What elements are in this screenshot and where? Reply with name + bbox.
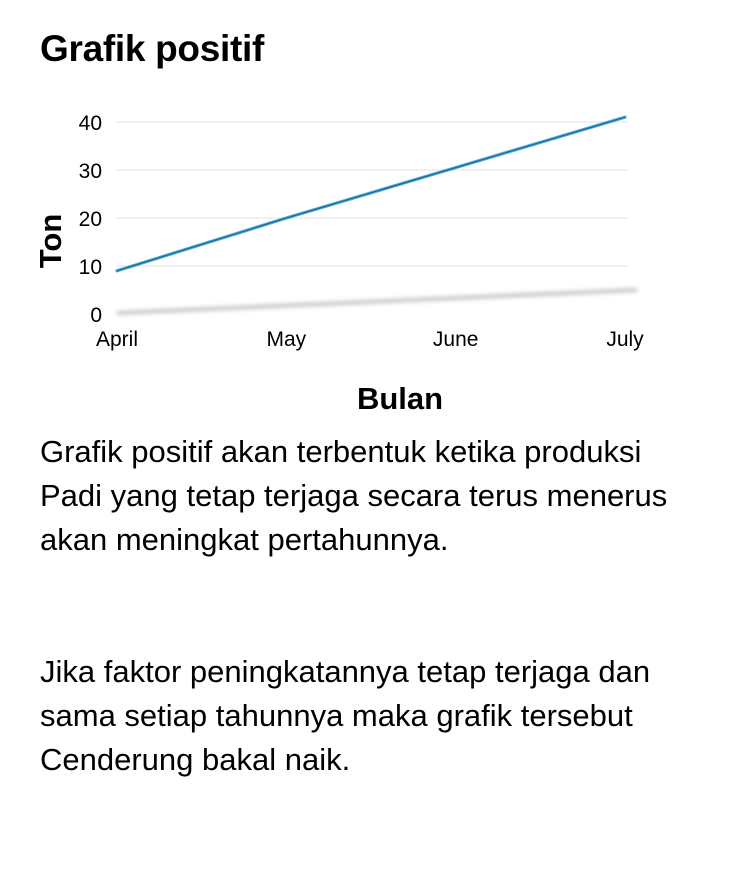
x-axis-title: Bulan: [357, 381, 443, 416]
y-tick-label: 40: [79, 112, 102, 135]
description-paragraph: Grafik positif akan terbentuk ketika pro…: [40, 434, 668, 557]
x-tick-label: July: [606, 328, 644, 351]
x-axis-ticks: April May June July: [96, 328, 644, 351]
x-tick-label: June: [433, 328, 479, 351]
series-shadow: [116, 288, 638, 315]
y-axis-ticks: 0 10 20 30 40: [79, 112, 102, 327]
gridlines: [117, 121, 628, 267]
y-axis-title: Ton: [33, 214, 68, 269]
description-paragraph: Jika faktor peningkatannya tetap terjaga…: [40, 654, 651, 777]
series-layer: [115, 115, 638, 315]
y-tick-label: 10: [79, 256, 102, 279]
y-tick-label: 20: [79, 208, 102, 231]
line-chart: 0 10 20 30 40 April May June July Ton Bulan: [33, 112, 644, 416]
y-tick-label: 30: [79, 160, 102, 183]
series-line-core: [116, 116, 626, 272]
x-tick-label: May: [266, 328, 306, 351]
page-title: Grafik positif: [40, 28, 264, 69]
y-tick-label: 0: [90, 304, 102, 327]
x-tick-label: April: [96, 328, 138, 351]
